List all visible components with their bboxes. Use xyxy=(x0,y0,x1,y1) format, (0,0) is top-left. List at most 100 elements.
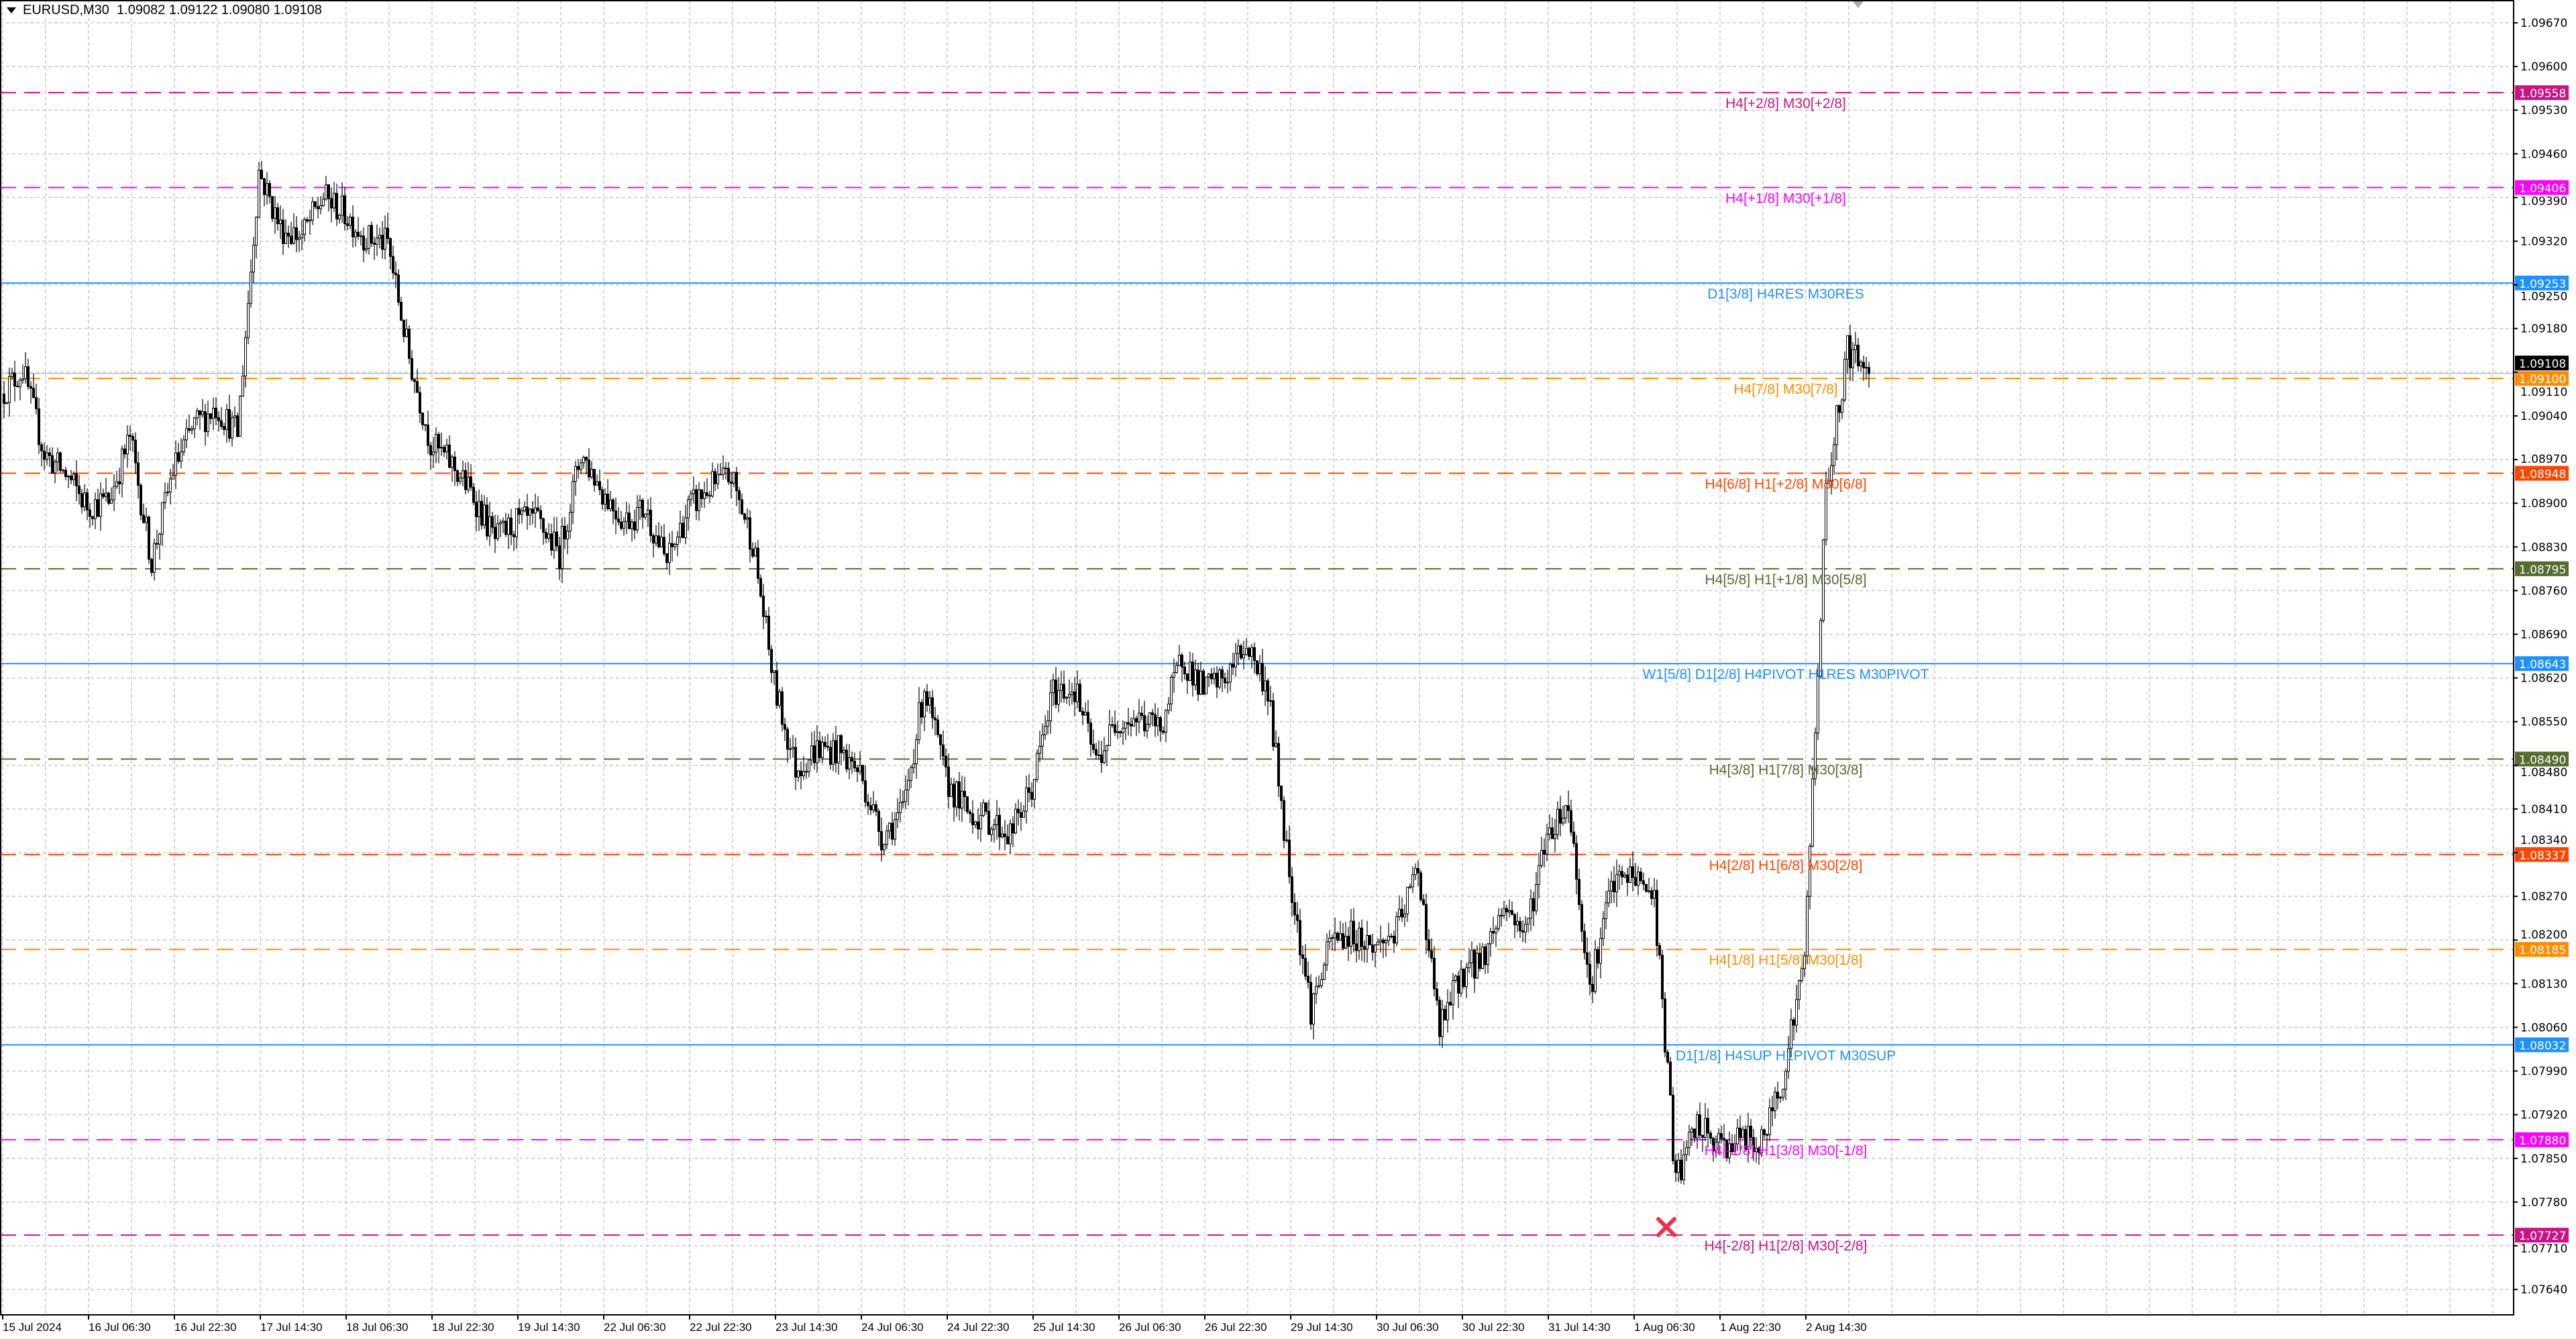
candle-body xyxy=(21,378,24,381)
candle-body xyxy=(695,489,698,511)
price-tick-label: 1.09530 xyxy=(2520,104,2567,117)
candle-body xyxy=(1229,663,1232,683)
candle-body xyxy=(1693,1128,1696,1138)
candle-body xyxy=(1505,908,1508,912)
candle-body xyxy=(287,232,290,237)
candle-body xyxy=(792,747,794,749)
candle-body xyxy=(510,517,513,535)
candle-body xyxy=(94,499,97,519)
price-badge xyxy=(2515,847,2569,862)
candle-body xyxy=(660,537,663,547)
time-axis[interactable]: 15 Jul 2024 16 Jul 06:30 16 Jul 22:30 17 Ju… xyxy=(2,1315,1867,1334)
candle-body xyxy=(341,195,343,216)
candle-body xyxy=(682,523,684,539)
candle-body xyxy=(400,301,402,321)
candle-body xyxy=(990,828,993,835)
candle-body xyxy=(225,409,228,430)
time-tick-label: 29 Jul 14:30 xyxy=(1291,1321,1353,1334)
candle-body xyxy=(1521,930,1524,932)
candle-body xyxy=(684,517,687,539)
candle-body xyxy=(904,789,907,802)
chart-shift-icon[interactable] xyxy=(1853,1,1864,8)
price-badge-label: 1.08337 xyxy=(2519,849,2566,863)
candle-body xyxy=(153,543,156,573)
candle-body xyxy=(1674,1160,1677,1173)
candle-body xyxy=(1114,724,1116,733)
price-tick-label: 1.09180 xyxy=(2520,323,2567,336)
candle-body xyxy=(1685,1147,1688,1155)
candle-body xyxy=(83,492,86,508)
time-tick-label: 22 Jul 06:30 xyxy=(604,1321,666,1334)
candle-body xyxy=(1374,945,1377,953)
candle-body xyxy=(1570,810,1572,833)
candle-body xyxy=(955,781,958,808)
candle-body xyxy=(1637,871,1640,886)
dropdown-triangle-icon[interactable] xyxy=(7,7,16,14)
candle-body xyxy=(1511,910,1513,915)
candle-body xyxy=(105,492,107,497)
candle-body xyxy=(802,771,805,776)
candle-body xyxy=(1546,833,1548,855)
candle-body xyxy=(915,739,918,765)
candle-body xyxy=(746,517,749,520)
candle-body xyxy=(228,409,231,439)
candle-body xyxy=(1403,913,1406,918)
candle-body xyxy=(1130,723,1132,727)
candle-body xyxy=(518,508,521,515)
candle-body xyxy=(1371,945,1374,953)
candle-body xyxy=(1068,694,1071,698)
candle-body xyxy=(231,417,233,439)
symbol-label: EURUSD,M30 xyxy=(23,3,109,17)
candle-body xyxy=(1862,362,1865,368)
level-label: H4[+2/8] M30[+2/8] xyxy=(1725,96,1846,111)
candle-body xyxy=(1519,920,1521,932)
candle-body xyxy=(601,489,604,505)
price-axis[interactable]: 1.09558 1.09406 1.09253 1.09100 1.08948 1.087… xyxy=(2514,17,2569,1297)
candle-body xyxy=(987,810,990,835)
candle-body xyxy=(1801,968,1803,981)
candle-body xyxy=(869,805,872,810)
candle-body xyxy=(1809,845,1811,897)
candle-body xyxy=(1022,810,1025,818)
candle-body xyxy=(1344,936,1347,949)
candle-body xyxy=(1430,950,1433,959)
candle-body xyxy=(1433,957,1436,989)
candle-body xyxy=(126,435,129,455)
candle-body xyxy=(1559,808,1562,824)
candle-body xyxy=(958,781,961,809)
candle-body xyxy=(78,485,80,494)
candle-body xyxy=(1680,1159,1682,1181)
candle-body xyxy=(639,500,641,508)
candle-body xyxy=(475,502,478,517)
candle-body xyxy=(1033,779,1036,800)
candle-body xyxy=(113,486,115,500)
price-tick-label: 1.09670 xyxy=(2520,17,2567,30)
candle-body xyxy=(612,499,614,512)
candle-body xyxy=(1347,936,1350,947)
candle-body xyxy=(241,375,244,397)
candle-body xyxy=(1242,654,1245,659)
candle-body xyxy=(411,358,413,380)
candle-body xyxy=(1382,939,1385,944)
candle-body xyxy=(1656,890,1658,947)
candle-body xyxy=(1092,744,1095,750)
candle-body xyxy=(134,439,137,464)
candle-body xyxy=(131,436,134,441)
candle-body xyxy=(1645,883,1648,892)
candle-body xyxy=(665,553,668,564)
candle-body xyxy=(711,471,714,496)
candle-body xyxy=(1151,712,1154,715)
candle-body xyxy=(1586,952,1589,965)
candle-body xyxy=(1331,937,1334,939)
candle-body xyxy=(918,702,920,741)
candle-body xyxy=(1309,981,1312,1025)
candle-body xyxy=(663,537,665,554)
candle-body xyxy=(148,517,150,560)
candle-body xyxy=(679,523,682,538)
candle-body xyxy=(19,380,21,388)
candle-body xyxy=(829,747,832,765)
candle-body xyxy=(1554,834,1556,839)
candle-body xyxy=(894,819,896,840)
candle-body xyxy=(368,225,370,249)
